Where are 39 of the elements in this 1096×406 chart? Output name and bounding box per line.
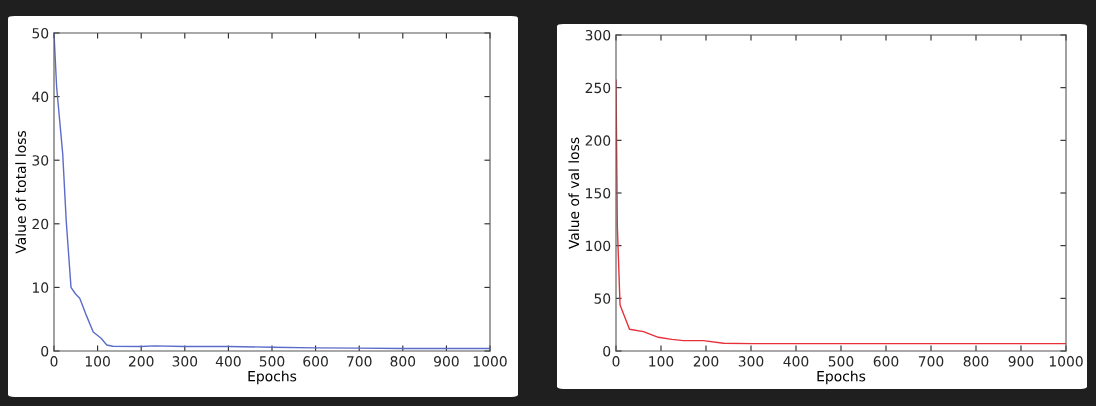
x-tick-label: 200 [128, 356, 154, 367]
x-tick-label: 800 [963, 356, 989, 367]
y-tick-label: 150 [586, 187, 611, 199]
x-tick-label: 100 [649, 356, 674, 367]
x-tick-label: 900 [434, 356, 459, 367]
x-tick-label: 700 [347, 356, 372, 367]
x-axis-title: Epochs [817, 370, 866, 385]
x-tick-label: 1000 [1049, 356, 1083, 367]
y-tick-label: 100 [586, 240, 611, 252]
x-tick-label: 1000 [473, 356, 507, 367]
x-tick-label: 600 [303, 356, 328, 367]
y-tick-label: 50 [594, 293, 611, 304]
x-tick-label: 400 [783, 356, 809, 367]
x-tick-label: 900 [1008, 356, 1034, 367]
y-tick-label: 10 [32, 282, 49, 293]
y-tick-label: 250 [585, 82, 611, 94]
y-tick-label: 30 [32, 155, 49, 166]
y-axis-title: Value of val loss [568, 137, 580, 249]
x-tick-label: 300 [172, 356, 198, 367]
x-tick-label: 200 [693, 356, 719, 367]
x-tick-label: 100 [85, 356, 110, 367]
y-tick-label: 20 [32, 218, 49, 230]
y-tick-label: 200 [585, 135, 611, 146]
x-tick-label: 0 [612, 356, 620, 367]
x-tick-label: 600 [873, 356, 899, 367]
x-tick-label: 500 [828, 356, 854, 367]
y-tick-label: 0 [41, 345, 49, 357]
x-tick-label: 700 [918, 356, 944, 367]
y-tick-label: 50 [32, 27, 49, 39]
y-tick-label: 300 [585, 29, 611, 41]
x-tick-label: 300 [738, 356, 764, 367]
x-tick-label: 400 [215, 356, 241, 367]
x-tick-label: 800 [390, 356, 416, 367]
x-tick-label: 0 [50, 356, 58, 367]
y-tick-label: 0 [603, 345, 611, 357]
y-axis-title: Value of total loss [15, 131, 26, 254]
x-tick-label: 500 [259, 356, 285, 367]
x-axis-title: Epochs [248, 370, 297, 385]
y-tick-label: 40 [32, 91, 49, 103]
